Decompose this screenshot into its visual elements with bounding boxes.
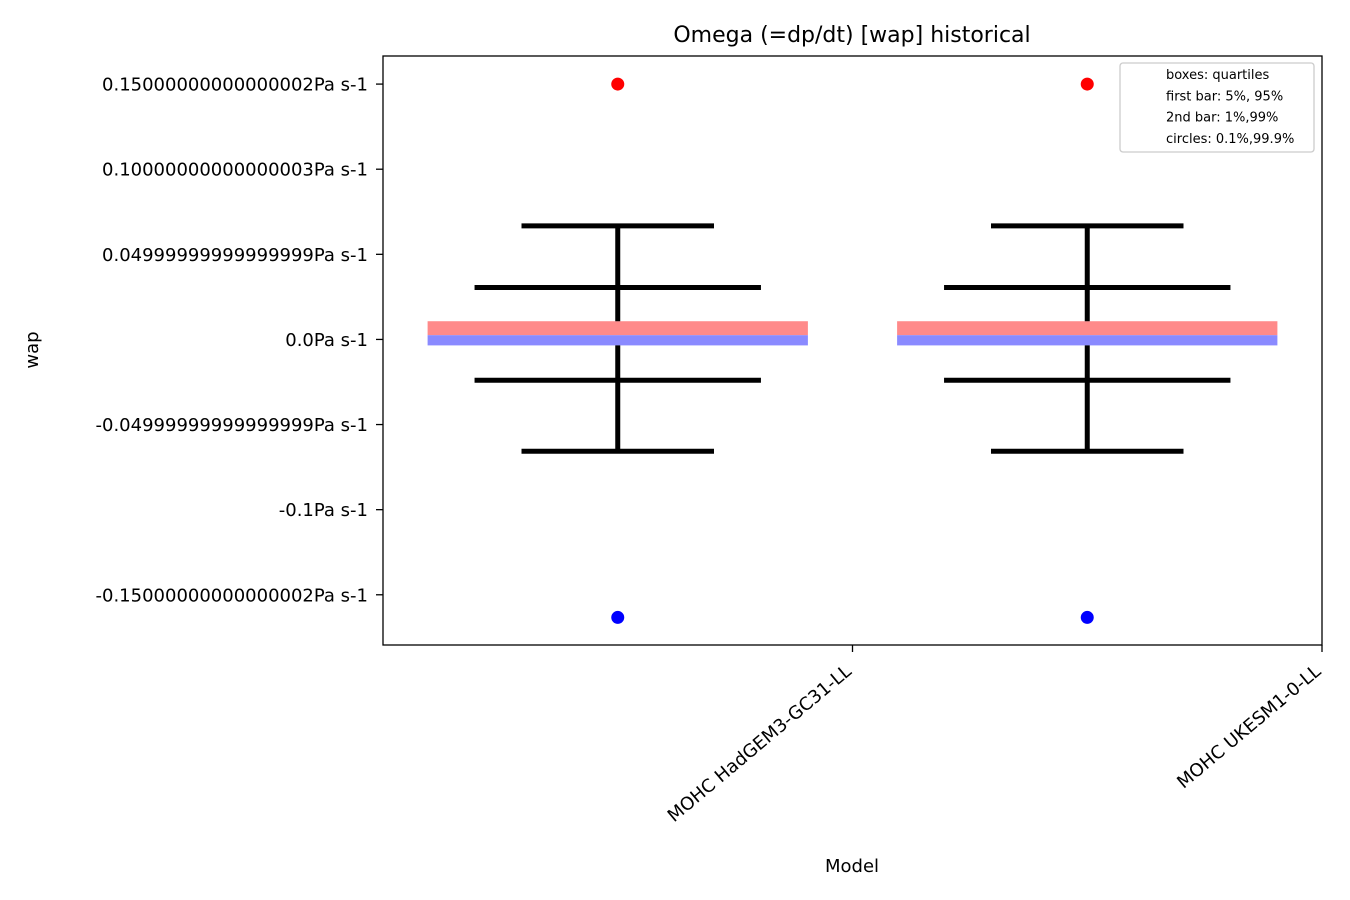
lower-quartile-box — [897, 335, 1278, 346]
x-axis-label: Model — [825, 856, 879, 877]
p99-9-circle — [611, 77, 625, 91]
y-tick-label: 0.10000000000000003Pa s-1 — [102, 160, 368, 181]
plot-area — [382, 55, 1323, 646]
legend-entry: first bar: 5%, 95% — [1166, 89, 1283, 104]
legend-entry: boxes: quartiles — [1166, 68, 1270, 83]
box-group-2 — [897, 77, 1278, 624]
upper-quartile-box — [427, 321, 808, 336]
legend-box — [1119, 62, 1315, 153]
legend: boxes: quartiles first bar: 5%, 95% 2nd ba… — [1119, 62, 1315, 153]
y-tick-label: 0.04999999999999999Pa s-1 — [102, 245, 368, 266]
p0-1-circle — [611, 610, 625, 624]
y-tick-label: -0.15000000000000002Pa s-1 — [96, 585, 368, 606]
box-group-1 — [427, 77, 808, 624]
legend-entry: 2nd bar: 1%,99% — [1166, 111, 1278, 126]
y-tick-label: 0.15000000000000002Pa s-1 — [102, 75, 368, 96]
y-tick-label: -0.04999999999999999Pa s-1 — [96, 415, 368, 436]
y-axis: 0.15000000000000002Pa s-1 0.1000000000000… — [96, 75, 383, 606]
lower-quartile-box — [427, 335, 808, 346]
y-axis-label: wap — [22, 331, 43, 368]
p99-9-circle — [1080, 77, 1094, 91]
y-tick-label: -0.1Pa s-1 — [279, 500, 368, 521]
chart-title: Omega (=dp/dt) [wap] historical — [673, 23, 1030, 48]
upper-quartile-box — [897, 321, 1278, 336]
legend-entry: circles: 0.1%,99.9% — [1166, 132, 1294, 147]
y-tick-label: 0.0Pa s-1 — [285, 330, 368, 351]
p0-1-circle — [1080, 610, 1094, 624]
